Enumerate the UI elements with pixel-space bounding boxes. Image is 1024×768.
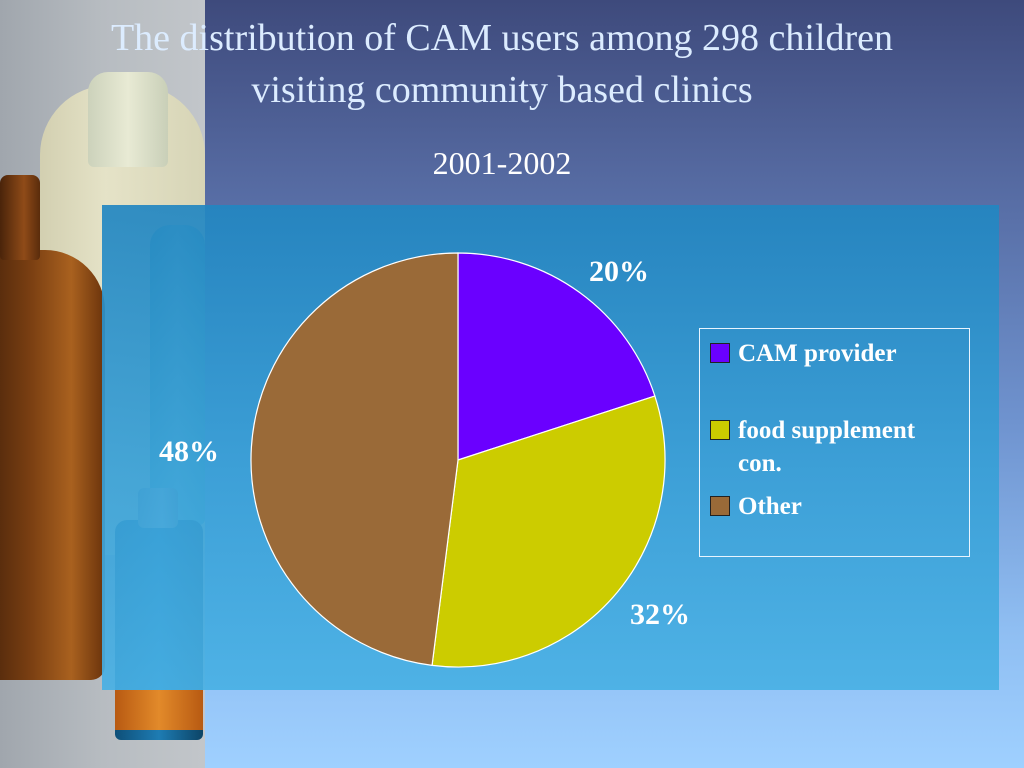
legend-label: Other [738,493,802,520]
legend-label: food supplement con. [738,417,916,477]
pie-slice-other [250,252,459,667]
amber-bottle-neck [0,175,40,260]
slide-title: The distribution of CAM users among 298 … [110,17,894,111]
legend-swatch-other [710,496,730,516]
chart-legend: CAM provider food supplement con. Other [699,328,970,557]
legend-item-cam-provider: CAM provider [710,337,970,370]
legend-swatch-food-supplement [710,420,730,440]
pie-chart [250,252,666,668]
legend-item-food-supplement: food supplement con. [710,414,970,480]
blue-bottle-label [115,690,203,730]
legend-label: CAM provider [738,340,897,367]
data-label-cam-provider: 20% [589,255,649,288]
chart-plot-area: 20% 32% 48% CAM provider food supplement… [102,205,999,690]
amber-bottle [0,250,105,680]
slide-subtitle: 2001-2002 [432,145,572,181]
pie-slice-food-supplement [431,395,666,668]
legend-item-other: Other [710,490,970,523]
data-label-food-supplement: 32% [630,598,690,631]
clear-bottle-neck [88,72,168,167]
data-label-other: 48% [159,435,219,468]
pie-slice-cam-provider [457,252,656,461]
legend-swatch-cam-provider [710,343,730,363]
